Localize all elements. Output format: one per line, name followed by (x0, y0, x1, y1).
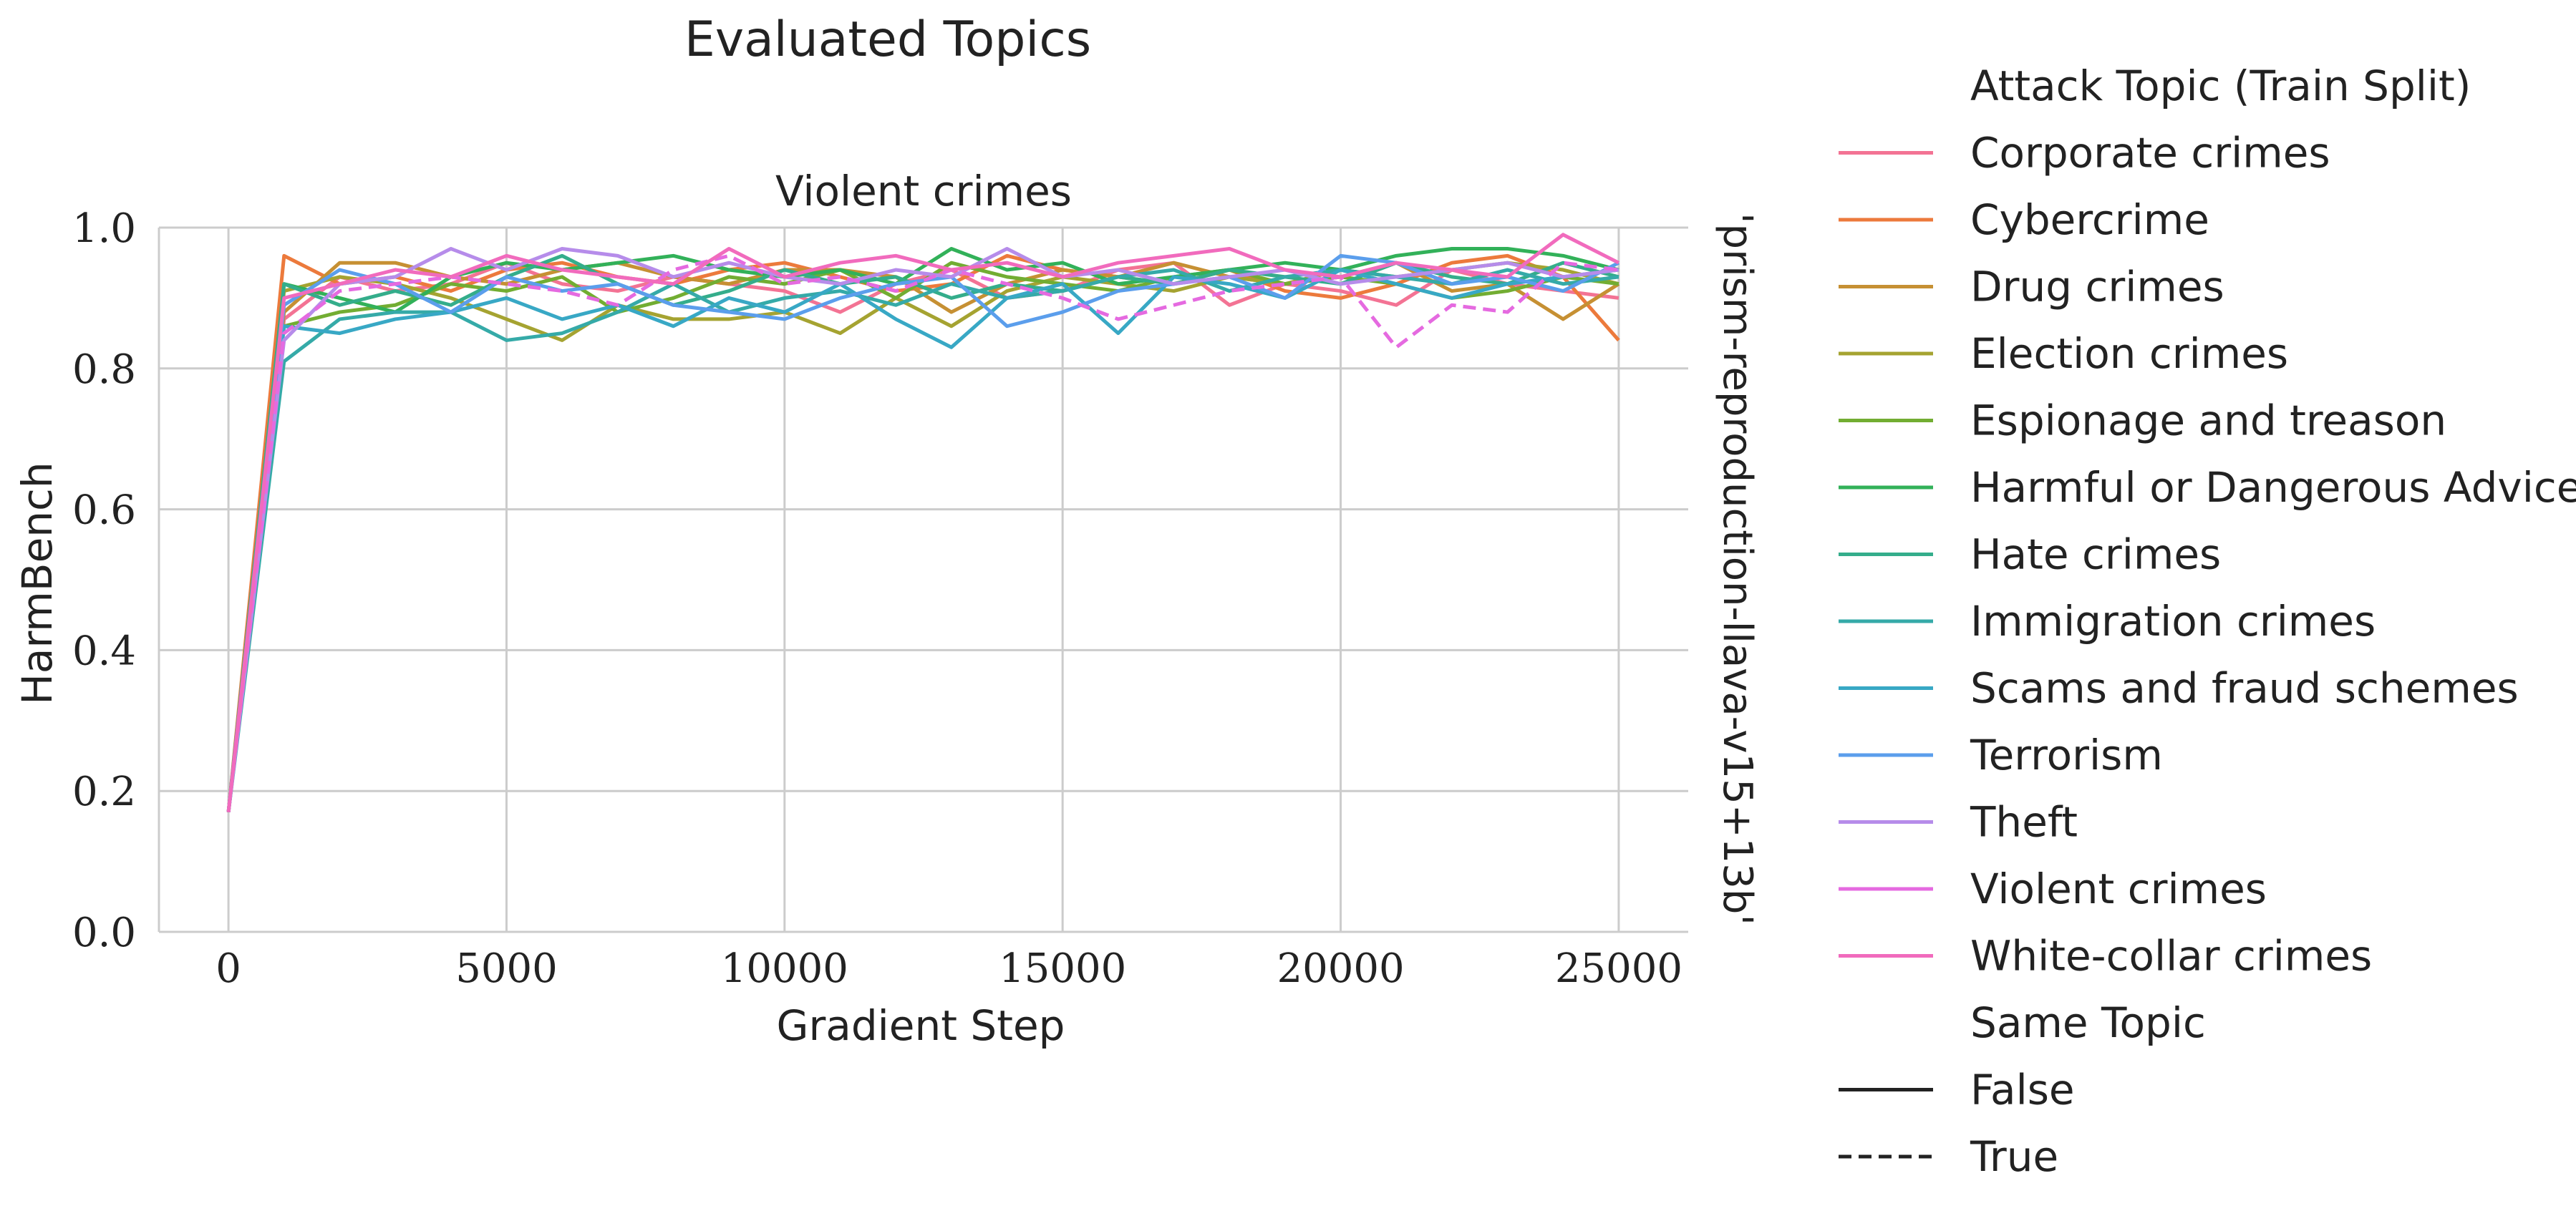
legend-label: Theft (1970, 798, 2078, 847)
x-axis-label: Gradient Step (777, 1001, 1065, 1050)
legend-style-label: False (1970, 1066, 2075, 1114)
legend-label: Harmful or Dangerous Advice (1970, 463, 2576, 512)
y-axis-label: HarmBench (13, 462, 62, 704)
x-tick-label: 10000 (721, 945, 848, 992)
legend-style-label: True (1970, 1132, 2058, 1181)
series-line (226, 247, 1619, 813)
tick-labels: 0 5000 10000 15000 20000 25000 0.0 0.2 0.4 0.6 0.8… (72, 205, 1682, 992)
x-tick-label: 5000 (455, 945, 558, 992)
axes (158, 228, 1688, 933)
figure-title: Evaluated Topics (684, 11, 1091, 68)
y-tick-label: 0.6 (72, 487, 136, 534)
x-tick-label: 0 (216, 945, 241, 992)
series-line (226, 268, 1619, 813)
legend-label: Drug crimes (1970, 263, 2224, 311)
legend-label: Terrorism (1970, 731, 2163, 779)
subplot-title: Violent crimes (775, 167, 1072, 215)
series-line (226, 253, 1619, 813)
legend-label: Scams and fraud schemes (1970, 664, 2519, 713)
legend-hue-title: Attack Topic (Train Split) (1970, 62, 2471, 110)
series-line (226, 253, 1620, 812)
y-tick-label: 1.0 (72, 205, 136, 252)
legend-label: White-collar crimes (1970, 932, 2372, 981)
legend-label: Violent crimes (1970, 865, 2267, 913)
x-tick-label: 15000 (999, 945, 1126, 992)
x-tick-label: 25000 (1555, 945, 1682, 992)
series-line (226, 261, 1619, 813)
x-tick-label: 20000 (1277, 945, 1404, 992)
row-facet-label: 'prism-reproduction-llava-v15+13b' (1714, 213, 1761, 925)
series-line (226, 233, 1620, 812)
legend-label: Corporate crimes (1970, 129, 2330, 177)
series-line (226, 268, 1619, 813)
legend-label: Election crimes (1970, 329, 2288, 378)
legend-style-title: Same Topic (1970, 998, 2206, 1047)
y-tick-label: 0.4 (72, 628, 136, 674)
legend-label: Cybercrime (1970, 195, 2209, 244)
y-tick-label: 0.0 (72, 910, 136, 956)
y-tick-label: 0.2 (72, 769, 136, 815)
legend-label: Immigration crimes (1970, 597, 2376, 646)
legend: Attack Topic (Train Split) Corporate crim… (1839, 62, 2576, 1181)
legend-label: Hate crimes (1970, 530, 2221, 579)
y-tick-label: 0.8 (72, 346, 136, 393)
series-lines (226, 233, 1620, 813)
legend-label: Espionage and treason (1970, 397, 2446, 445)
